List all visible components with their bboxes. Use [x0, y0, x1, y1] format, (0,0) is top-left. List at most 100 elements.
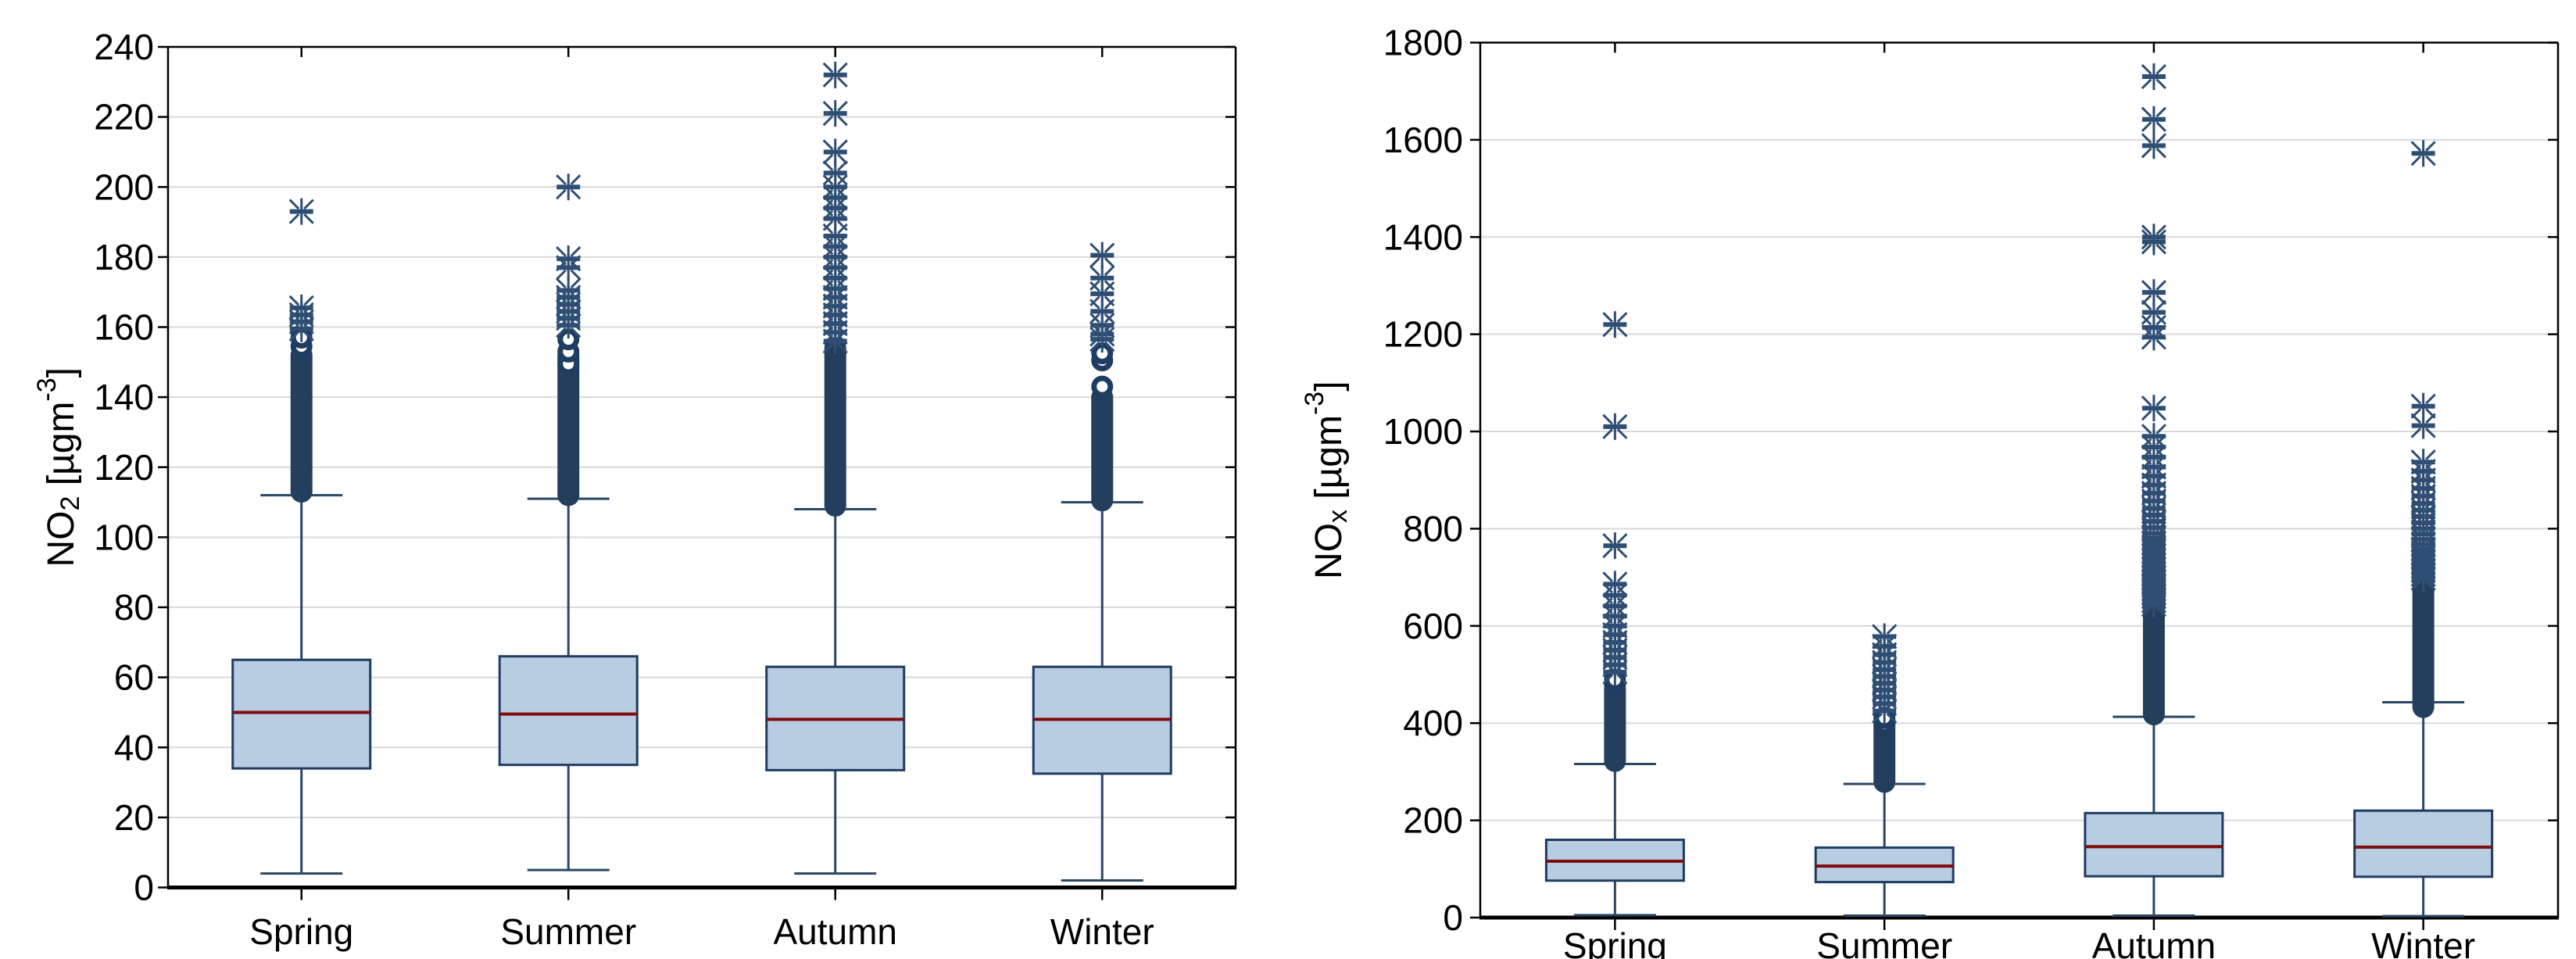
asterisk-diagonal [822, 317, 834, 327]
asterisk-diagonal [2410, 449, 2422, 460]
asterisk-diagonal [1089, 299, 1100, 310]
y-tick-label: 200 [94, 166, 154, 207]
outlier-asterisk-marker [2141, 106, 2166, 133]
asterisk-diagonal [2156, 606, 2166, 617]
asterisk-diagonal [2141, 106, 2152, 118]
x-category-label: Winter [2371, 925, 2475, 959]
asterisk-diagonal [2141, 557, 2152, 569]
outlier-asterisk-marker [2410, 449, 2436, 476]
asterisk-diagonal [2156, 486, 2166, 498]
asterisk-diagonal [1616, 597, 1628, 608]
asterisk-diagonal [2156, 294, 2166, 306]
asterisk-diagonal [2156, 523, 2166, 535]
asterisk-diagonal [556, 174, 567, 185]
asterisk-diagonal [2156, 535, 2166, 546]
asterisk-diagonal [2156, 517, 2166, 528]
y-tick-label: 20 [114, 797, 154, 838]
box-group-autumn: Autumn [765, 47, 906, 952]
asterisk-diagonal [2156, 540, 2166, 551]
asterisk-diagonal [1602, 659, 1613, 671]
asterisk-diagonal [2156, 424, 2166, 435]
asterisk-diagonal [303, 317, 314, 327]
iqr-box [2353, 809, 2494, 878]
asterisk-diagonal [2156, 566, 2166, 578]
asterisk-diagonal [2425, 428, 2436, 438]
asterisk-diagonal [1602, 644, 1613, 656]
y-tick-label: 60 [114, 657, 154, 698]
asterisk-diagonal [822, 139, 834, 150]
asterisk-diagonal [2141, 591, 2152, 602]
box-group-autumn: Autumn [2084, 42, 2224, 959]
asterisk-diagonal [2141, 63, 2152, 75]
asterisk-diagonal [1104, 335, 1115, 347]
asterisk-diagonal [2156, 510, 2166, 521]
asterisk-diagonal [2141, 438, 2152, 449]
asterisk-diagonal [1602, 326, 1613, 338]
asterisk-diagonal [2425, 518, 2436, 529]
y-tick-label: 240 [94, 27, 154, 67]
y-tick-label: 1600 [1383, 120, 1463, 160]
y-tick-label: 100 [94, 517, 154, 557]
outlier-asterisk-marker [822, 174, 848, 201]
asterisk-diagonal [822, 199, 834, 210]
asterisk-diagonal [570, 246, 581, 257]
asterisk-diagonal [2425, 473, 2436, 485]
y-tick-label: 600 [1403, 606, 1463, 646]
asterisk-diagonal [556, 269, 567, 281]
asterisk-diagonal [1104, 327, 1115, 338]
x-category-label: Spring [249, 911, 353, 952]
asterisk-diagonal [2141, 606, 2152, 617]
asterisk-diagonal [2425, 546, 2436, 557]
asterisk-diagonal [837, 238, 848, 249]
asterisk-diagonal [1616, 652, 1628, 664]
outlier-asterisk-marker [1089, 298, 1115, 325]
panel-no2-gm-3-: 0 20 40 60 80 100 120 140 160 180 200 220 240 NO2 [µg… [32, 27, 1237, 952]
y-tick-label: 120 [94, 447, 154, 488]
asterisk-diagonal [2141, 587, 2152, 598]
asterisk-diagonal [837, 139, 848, 150]
asterisk-diagonal [2410, 463, 2422, 475]
y-tick-label: 40 [114, 727, 154, 768]
asterisk-diagonal [303, 310, 314, 320]
x-category-label: Summer [1816, 925, 1952, 959]
asterisk-diagonal [2141, 449, 2152, 460]
asterisk-diagonal [570, 306, 581, 317]
asterisk-diagonal [570, 327, 581, 338]
asterisk-diagonal [2141, 121, 2152, 132]
asterisk-diagonal [1886, 692, 1898, 703]
asterisk-diagonal [2141, 595, 2152, 606]
asterisk-diagonal [2141, 540, 2152, 551]
box-group-winter: Winter [2353, 42, 2494, 959]
outlier-asterisk-marker [822, 138, 848, 166]
asterisk-diagonal [837, 269, 848, 281]
outlier-asterisk-marker [822, 264, 848, 292]
y-tick-label: 800 [1403, 508, 1463, 549]
asterisk-diagonal [2425, 393, 2436, 405]
asterisk-diagonal [1886, 657, 1898, 667]
asterisk-diagonal [822, 77, 834, 88]
asterisk-diagonal [288, 331, 300, 342]
asterisk-diagonal [837, 325, 848, 337]
asterisk-diagonal [1886, 664, 1898, 675]
asterisk-diagonal [2141, 459, 2152, 471]
outlier-asterisk-marker [556, 245, 581, 273]
asterisk-diagonal [2156, 280, 2166, 291]
asterisk-diagonal [1616, 533, 1628, 544]
asterisk-diagonal [2156, 495, 2166, 506]
asterisk-diagonal [2425, 490, 2436, 501]
asterisk-diagonal [1616, 644, 1628, 656]
asterisk-diagonal [2156, 410, 2166, 421]
asterisk-diagonal [2410, 555, 2422, 567]
asterisk-diagonal [2141, 280, 2152, 291]
asterisk-diagonal [303, 295, 314, 306]
asterisk-diagonal [2156, 78, 2166, 90]
asterisk-diagonal [2156, 314, 2166, 325]
asterisk-diagonal [1886, 685, 1898, 696]
y-tick-label: 160 [94, 307, 154, 348]
asterisk-diagonal [822, 299, 834, 310]
y-tick-label: 140 [94, 377, 154, 417]
asterisk-diagonal [2156, 238, 2166, 250]
asterisk-diagonal [837, 62, 848, 73]
x-category-label: Autumn [773, 911, 897, 952]
